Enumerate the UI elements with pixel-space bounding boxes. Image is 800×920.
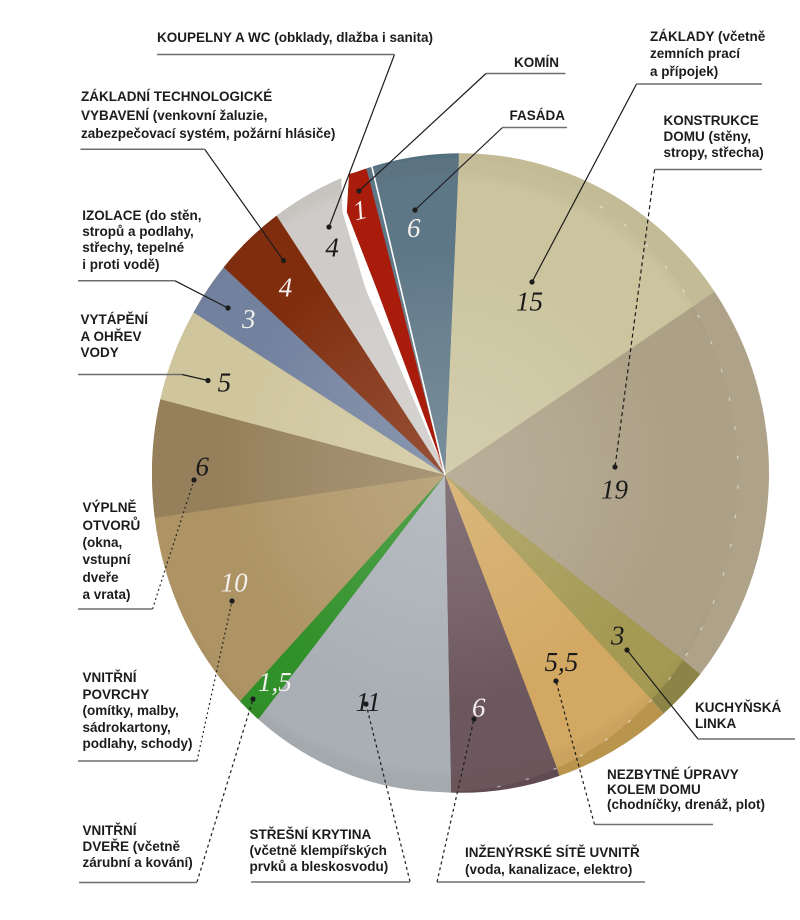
svg-text:6: 6 bbox=[472, 693, 486, 723]
svg-text:5,5: 5,5 bbox=[545, 647, 579, 677]
svg-text:6: 6 bbox=[196, 451, 210, 481]
svg-text:11: 11 bbox=[356, 687, 381, 717]
svg-text:6: 6 bbox=[407, 213, 421, 243]
svg-text:15: 15 bbox=[516, 286, 543, 316]
svg-text:10: 10 bbox=[221, 567, 249, 597]
svg-text:1,5: 1,5 bbox=[258, 667, 292, 697]
svg-text:19: 19 bbox=[601, 475, 629, 505]
svg-text:3: 3 bbox=[610, 621, 625, 651]
svg-text:4: 4 bbox=[279, 273, 293, 303]
svg-text:4: 4 bbox=[325, 232, 339, 262]
svg-text:3: 3 bbox=[241, 304, 256, 334]
svg-text:5: 5 bbox=[218, 367, 232, 397]
